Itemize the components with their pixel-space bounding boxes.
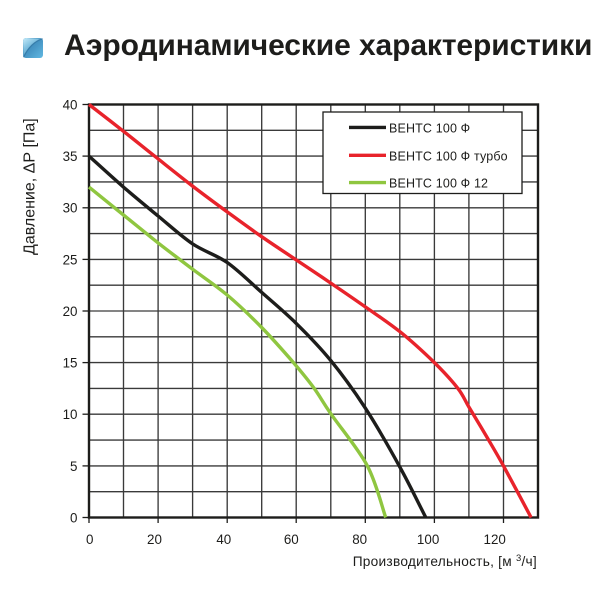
- svg-text:20: 20: [63, 304, 78, 319]
- svg-text:0: 0: [70, 510, 77, 525]
- svg-text:ВЕНТС 100 Ф турбо: ВЕНТС 100 Ф турбо: [389, 149, 508, 163]
- svg-text:25: 25: [63, 252, 78, 267]
- svg-text:100: 100: [417, 532, 439, 547]
- svg-text:15: 15: [63, 356, 78, 371]
- svg-text:20: 20: [147, 532, 162, 547]
- svg-text:5: 5: [70, 459, 77, 474]
- svg-text:40: 40: [63, 97, 78, 112]
- svg-text:ВЕНТС 100 Ф 12: ВЕНТС 100 Ф 12: [389, 177, 488, 191]
- svg-text:ВЕНТС 100 Ф: ВЕНТС 100 Ф: [389, 121, 470, 135]
- svg-text:40: 40: [216, 532, 231, 547]
- svg-text:30: 30: [63, 201, 78, 216]
- svg-text:120: 120: [484, 532, 506, 547]
- svg-text:0: 0: [86, 532, 93, 547]
- svg-text:80: 80: [352, 532, 367, 547]
- svg-text:Давление, ΔР [Па]: Давление, ΔР [Па]: [22, 118, 39, 255]
- svg-text:60: 60: [284, 532, 299, 547]
- svg-text:Производительность, [м 3/ч]: Производительность, [м 3/ч]: [353, 553, 537, 569]
- svg-text:10: 10: [63, 407, 78, 422]
- svg-text:35: 35: [63, 149, 78, 164]
